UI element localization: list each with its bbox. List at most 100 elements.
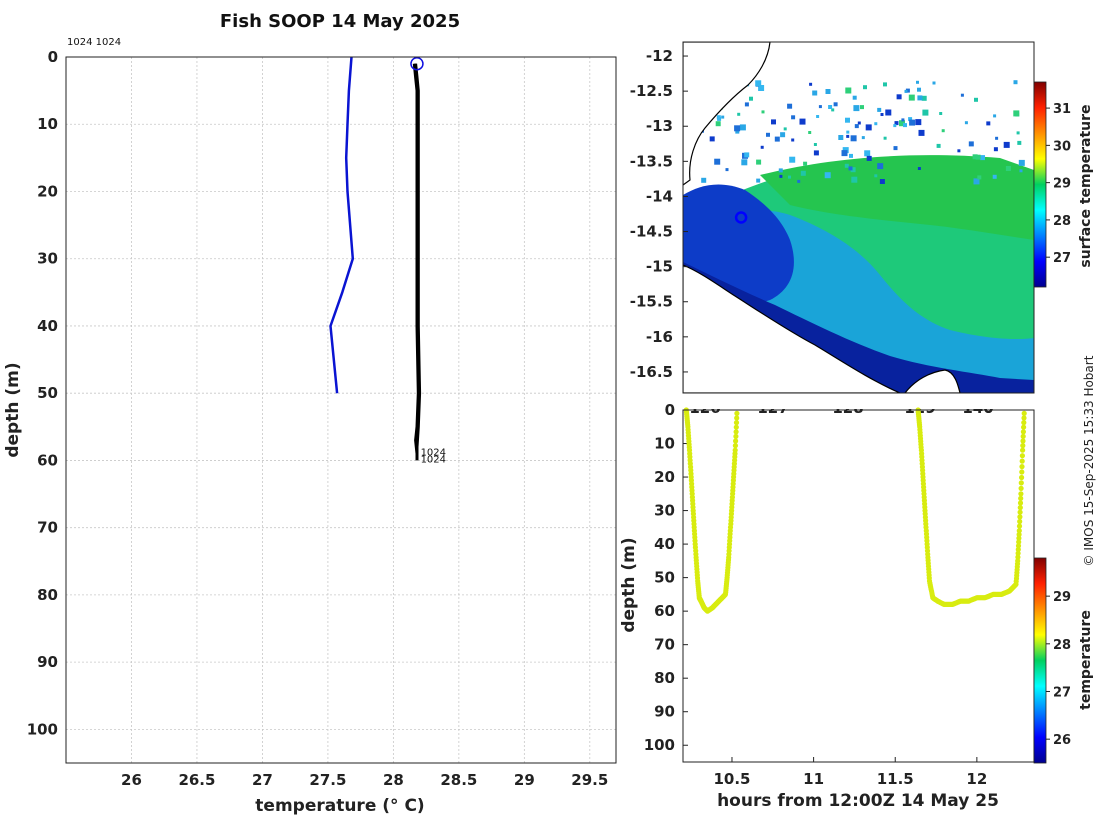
map-y-tick-label: -13 [646,117,673,135]
sst-pixel [866,155,872,161]
depth-time-point [1020,438,1026,444]
sst-pixel [863,85,867,90]
sst-pixel [803,161,808,166]
sst-pixel [880,113,884,116]
track-position-marker [734,211,748,224]
sst-pixel [845,117,850,123]
sst-pixel [974,97,978,102]
sst-pixel [779,174,783,178]
depth-time-x-tick-label: 10.5 [713,770,750,788]
sst-pixel [874,174,878,178]
sst-pixel [864,150,871,157]
sst-pixel [789,156,796,163]
profile-grid [66,56,616,763]
sst-pixel [877,163,884,170]
sst-pixel [788,175,791,179]
depth-time-point [1019,474,1025,481]
sst-pixel [908,117,913,122]
depth-time-point [732,443,739,449]
sst-pixel [977,175,982,180]
sst-pixel [838,135,844,140]
profile-y-tick-label: 20 [37,182,58,200]
sst-pixel [741,159,748,166]
profile-y-tick-label: 10 [37,115,58,133]
sst-pixel [960,93,964,97]
sst-pixel [848,166,853,171]
depth-time-point [1020,447,1026,453]
sst-pixel [861,136,865,140]
profile-x-tick-label: 29 [514,771,535,789]
sst-pixel [813,143,817,146]
profile-y-tick-label: 40 [37,317,58,335]
sst-pixel [899,120,905,127]
depth-time-colorbar-ticks: 26 27 28 29 [1046,590,1071,748]
sst-pixel [799,118,806,125]
depth-time-point [1021,415,1027,421]
land-mass-northwest [683,42,771,186]
depth-time-colorbar [1033,557,1047,764]
sst-pixel [968,141,974,147]
sst-pixel [780,132,786,138]
depth-time-y-tick-label: 10 [654,435,675,453]
map-y-tick-label: -16.5 [630,363,673,381]
sst-pixel [852,95,857,100]
credit-footer: © IMOS 15-Sep-2025 15:33 Hobart [1082,355,1096,566]
sst-pixel [879,179,885,184]
map-y-tick-label: -12 [646,47,673,65]
profile-line-profile_up [412,63,420,454]
map-colorbar-tick-label: 27 [1053,251,1071,266]
sst-pixel [1017,140,1022,145]
depth-time-tick-labels: 10.5 11 11.5 12 0 10 20 30 40 50 60 70 80 90 100 [644,401,988,788]
sst-pixel [1018,159,1025,166]
sst-pixel [851,176,858,183]
sst-pixel [916,80,919,84]
depth-time-point [1016,523,1023,529]
sst-pixel [874,122,878,126]
depth-time-point [1015,550,1021,556]
sst-pixel [734,125,741,132]
depth-time-y-tick-label: 90 [654,703,675,721]
sst-pixel [831,108,835,112]
depth-time-point [1019,453,1025,459]
profile-y-tick-label: 50 [37,384,58,402]
sst-pixel [915,119,922,126]
depth-time-y-tick-label: 60 [654,602,675,620]
sst-pixel [783,127,787,131]
profile-x-tick-label: 26 [121,771,142,789]
depth-time-point [1017,509,1023,515]
depth-time-point [1019,464,1025,470]
profile-y-tick-label: 30 [37,250,58,268]
sst-pixel [894,121,899,126]
profile-y-tick-label: 70 [37,519,58,537]
sst-pixel [760,145,764,149]
sst-pixel [774,136,780,142]
sst-pixel [877,107,882,112]
sst-field-cool-west [683,184,794,305]
profile-start-marker [410,56,424,71]
sst-pixel [980,155,985,161]
sst-pixel [918,129,925,136]
depth-time-point [1015,558,1021,564]
depth-time-point [1017,514,1023,520]
sst-pixel [975,154,981,160]
profile-y-axis-label: depth (m) [3,362,23,457]
sst-pixel [841,150,848,157]
profile-y-tick-label: 0 [48,48,58,66]
depth-time-colorbar-tick-label: 29 [1053,590,1071,605]
sst-pixel [809,82,813,86]
sst-pixel [824,172,831,179]
sst-pixel [758,85,765,91]
depth-time-y-axis-label: depth (m) [619,537,639,632]
sst-pixel [1013,80,1018,85]
sst-pixel [922,109,929,116]
sst-pixel [1013,110,1020,117]
sst-pixel [791,138,795,142]
depth-time-point [1018,491,1024,497]
sst-pixel [973,178,980,185]
map-colorbar-tick-label: 28 [1053,214,1071,229]
sst-pixel [901,118,905,122]
sst-pixel [936,143,941,148]
sst-pixel [921,95,927,101]
sst-pixel [905,88,910,93]
